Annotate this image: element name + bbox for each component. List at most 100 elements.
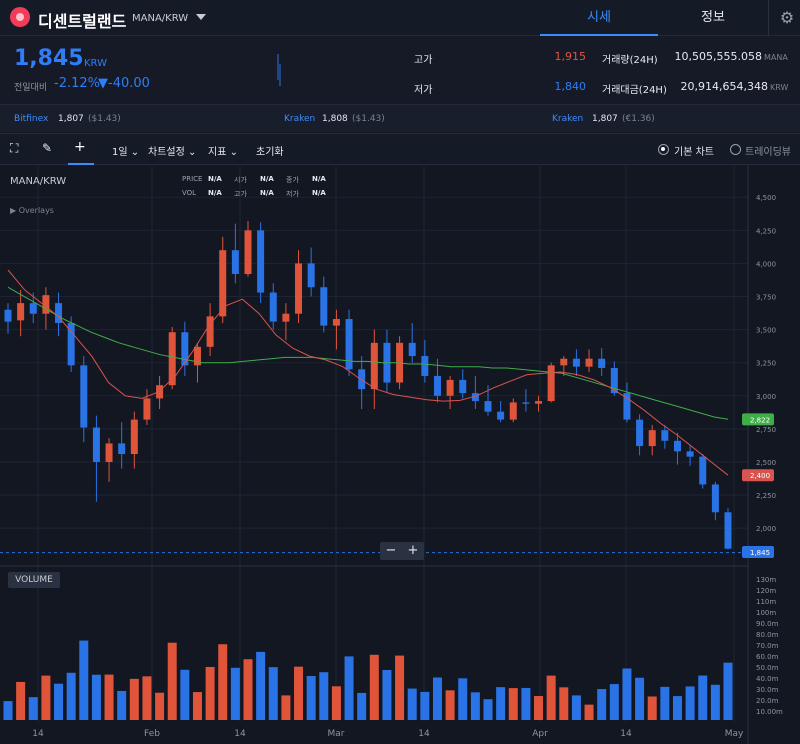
candle-body: [522, 402, 530, 404]
volume-bar: [79, 640, 89, 720]
candle-body: [623, 393, 631, 420]
ma-short-badge-bg: [742, 469, 774, 482]
chart-settings-button[interactable]: 차트설정 ⌄: [148, 147, 197, 158]
candle-body: [295, 263, 303, 314]
exchange-price: 1,807: [58, 114, 84, 124]
exchange-name[interactable]: Bitfinex: [14, 114, 49, 124]
candle-body: [446, 379, 454, 396]
volume-bar: [584, 704, 594, 720]
chevron-down-icon[interactable]: [196, 14, 206, 20]
ticker-panel: [0, 36, 800, 104]
indicators-label: 지표: [208, 147, 227, 158]
candle-body: [231, 250, 239, 275]
volume-bar: [54, 683, 64, 720]
basic-chart-label[interactable]: 기본 차트: [674, 147, 714, 158]
candle-body: [4, 309, 12, 322]
basic-chart-radio[interactable]: [658, 144, 669, 155]
volume-bar: [294, 666, 304, 720]
info-price-value: N/A: [208, 175, 222, 183]
overlays-toggle[interactable]: ▶ Overlays: [10, 206, 54, 215]
volume-bar: [192, 692, 202, 720]
candle-body: [193, 346, 201, 366]
zoom-out-button[interactable]: −: [385, 543, 397, 558]
candle-body: [661, 430, 669, 441]
indicators-button[interactable]: 지표 ⌄: [208, 147, 238, 158]
zoom-in-button[interactable]: +: [407, 543, 419, 558]
candle-body: [307, 263, 315, 288]
chart-area[interactable]: 4,500 4,250 4,000 3,750 3,500 3,250 3,000 2,750…: [0, 166, 800, 744]
volume-bar: [167, 642, 177, 720]
info-close-label: 종가: [286, 176, 299, 184]
exchange-name[interactable]: Kraken: [284, 114, 316, 124]
crosshair-active-indicator: [68, 163, 94, 165]
volume-tick-label: 10.00m: [756, 708, 783, 716]
candle-body: [206, 316, 214, 347]
info-vol-value: N/A: [208, 189, 222, 197]
candle-body: [724, 512, 732, 549]
coin-pair[interactable]: MANA/KRW: [132, 13, 189, 24]
ma-short-badge: 2,400: [750, 472, 770, 480]
candle-body: [320, 287, 328, 326]
candle-body: [244, 230, 252, 275]
info-low-value: N/A: [312, 189, 326, 197]
x-tick-label: Mar: [328, 729, 345, 739]
change-percent: -2.12%: [54, 76, 100, 91]
volume-bar: [218, 644, 228, 720]
tradingview-label[interactable]: 트레이딩뷰: [745, 147, 791, 158]
gear-icon[interactable]: ⚙: [779, 8, 795, 27]
tab-price[interactable]: 시세: [540, 0, 658, 36]
moving-average-long: [7, 286, 729, 420]
volume-bar: [685, 686, 695, 720]
interval-select[interactable]: 1일 ⌄: [112, 147, 140, 158]
info-high-label: 고가: [234, 190, 247, 198]
volume-bar: [710, 684, 720, 720]
candle-body: [219, 250, 227, 317]
candle-body: [585, 358, 593, 367]
info-high-value: N/A: [260, 189, 274, 197]
volume-bar: [496, 687, 506, 720]
candle-body: [168, 332, 176, 386]
reset-button[interactable]: 초기화: [256, 147, 284, 158]
low-value: 1,840: [554, 80, 587, 93]
candle-body: [55, 303, 63, 323]
candle-body: [535, 401, 543, 404]
x-tick-label: 14: [32, 729, 44, 739]
chart-toolbar: ⛶ ✎ + 1일 ⌄ 차트설정 ⌄ 지표 ⌄ 초기화 기본 차트 트레이딩뷰: [0, 133, 800, 165]
candle-body: [509, 402, 517, 420]
price-tick-label: 4,500: [756, 194, 776, 202]
candle-body: [118, 443, 126, 455]
volume-label: VOLUME: [8, 572, 60, 588]
mini-sparkline: [277, 54, 281, 86]
volume-tick-label: 110m: [756, 598, 776, 606]
volume-bar: [243, 659, 253, 720]
candle-body: [459, 379, 467, 394]
x-tick-label: Feb: [144, 729, 160, 739]
tradingview-radio[interactable]: [730, 144, 741, 155]
volume-bar: [344, 656, 354, 720]
amount-value: 20,914,654,348: [680, 80, 768, 93]
fullscreen-icon[interactable]: ⛶: [10, 141, 19, 155]
coin-name[interactable]: 디센트럴랜드: [38, 12, 127, 31]
price-tick-label: 2,500: [756, 459, 776, 467]
crosshair-icon[interactable]: +: [74, 139, 86, 155]
price-chart[interactable]: 4,500 4,250 4,000 3,750 3,500 3,250 3,000 2,750…: [0, 166, 800, 744]
change-absolute: ▼-40.00: [98, 76, 150, 91]
candle-body: [257, 230, 265, 293]
volume-tick-label: 50.0m: [756, 664, 779, 672]
volume-unit: MANA: [764, 53, 788, 62]
candle-body: [80, 365, 88, 428]
exchange-usd: ($1.43): [88, 114, 121, 124]
price-tick-label: 2,250: [756, 492, 776, 500]
candle-body: [17, 303, 25, 321]
pencil-icon[interactable]: ✎: [42, 141, 53, 155]
candle-body: [598, 358, 606, 368]
volume-bar: [407, 688, 417, 720]
volume-bar: [28, 697, 38, 720]
top-bar: 디센트럴랜드 MANA/KRW 시세 정보 ⚙: [0, 0, 800, 36]
candle-body: [711, 484, 719, 513]
exchange-strip: Bitfinex 1,807 ($1.43) Kraken 1,808 ($1.…: [0, 104, 800, 132]
exchange-name[interactable]: Kraken: [552, 114, 584, 124]
interval-label: 1일: [112, 147, 128, 158]
tab-info[interactable]: 정보: [701, 10, 725, 25]
candle-body: [332, 319, 340, 326]
